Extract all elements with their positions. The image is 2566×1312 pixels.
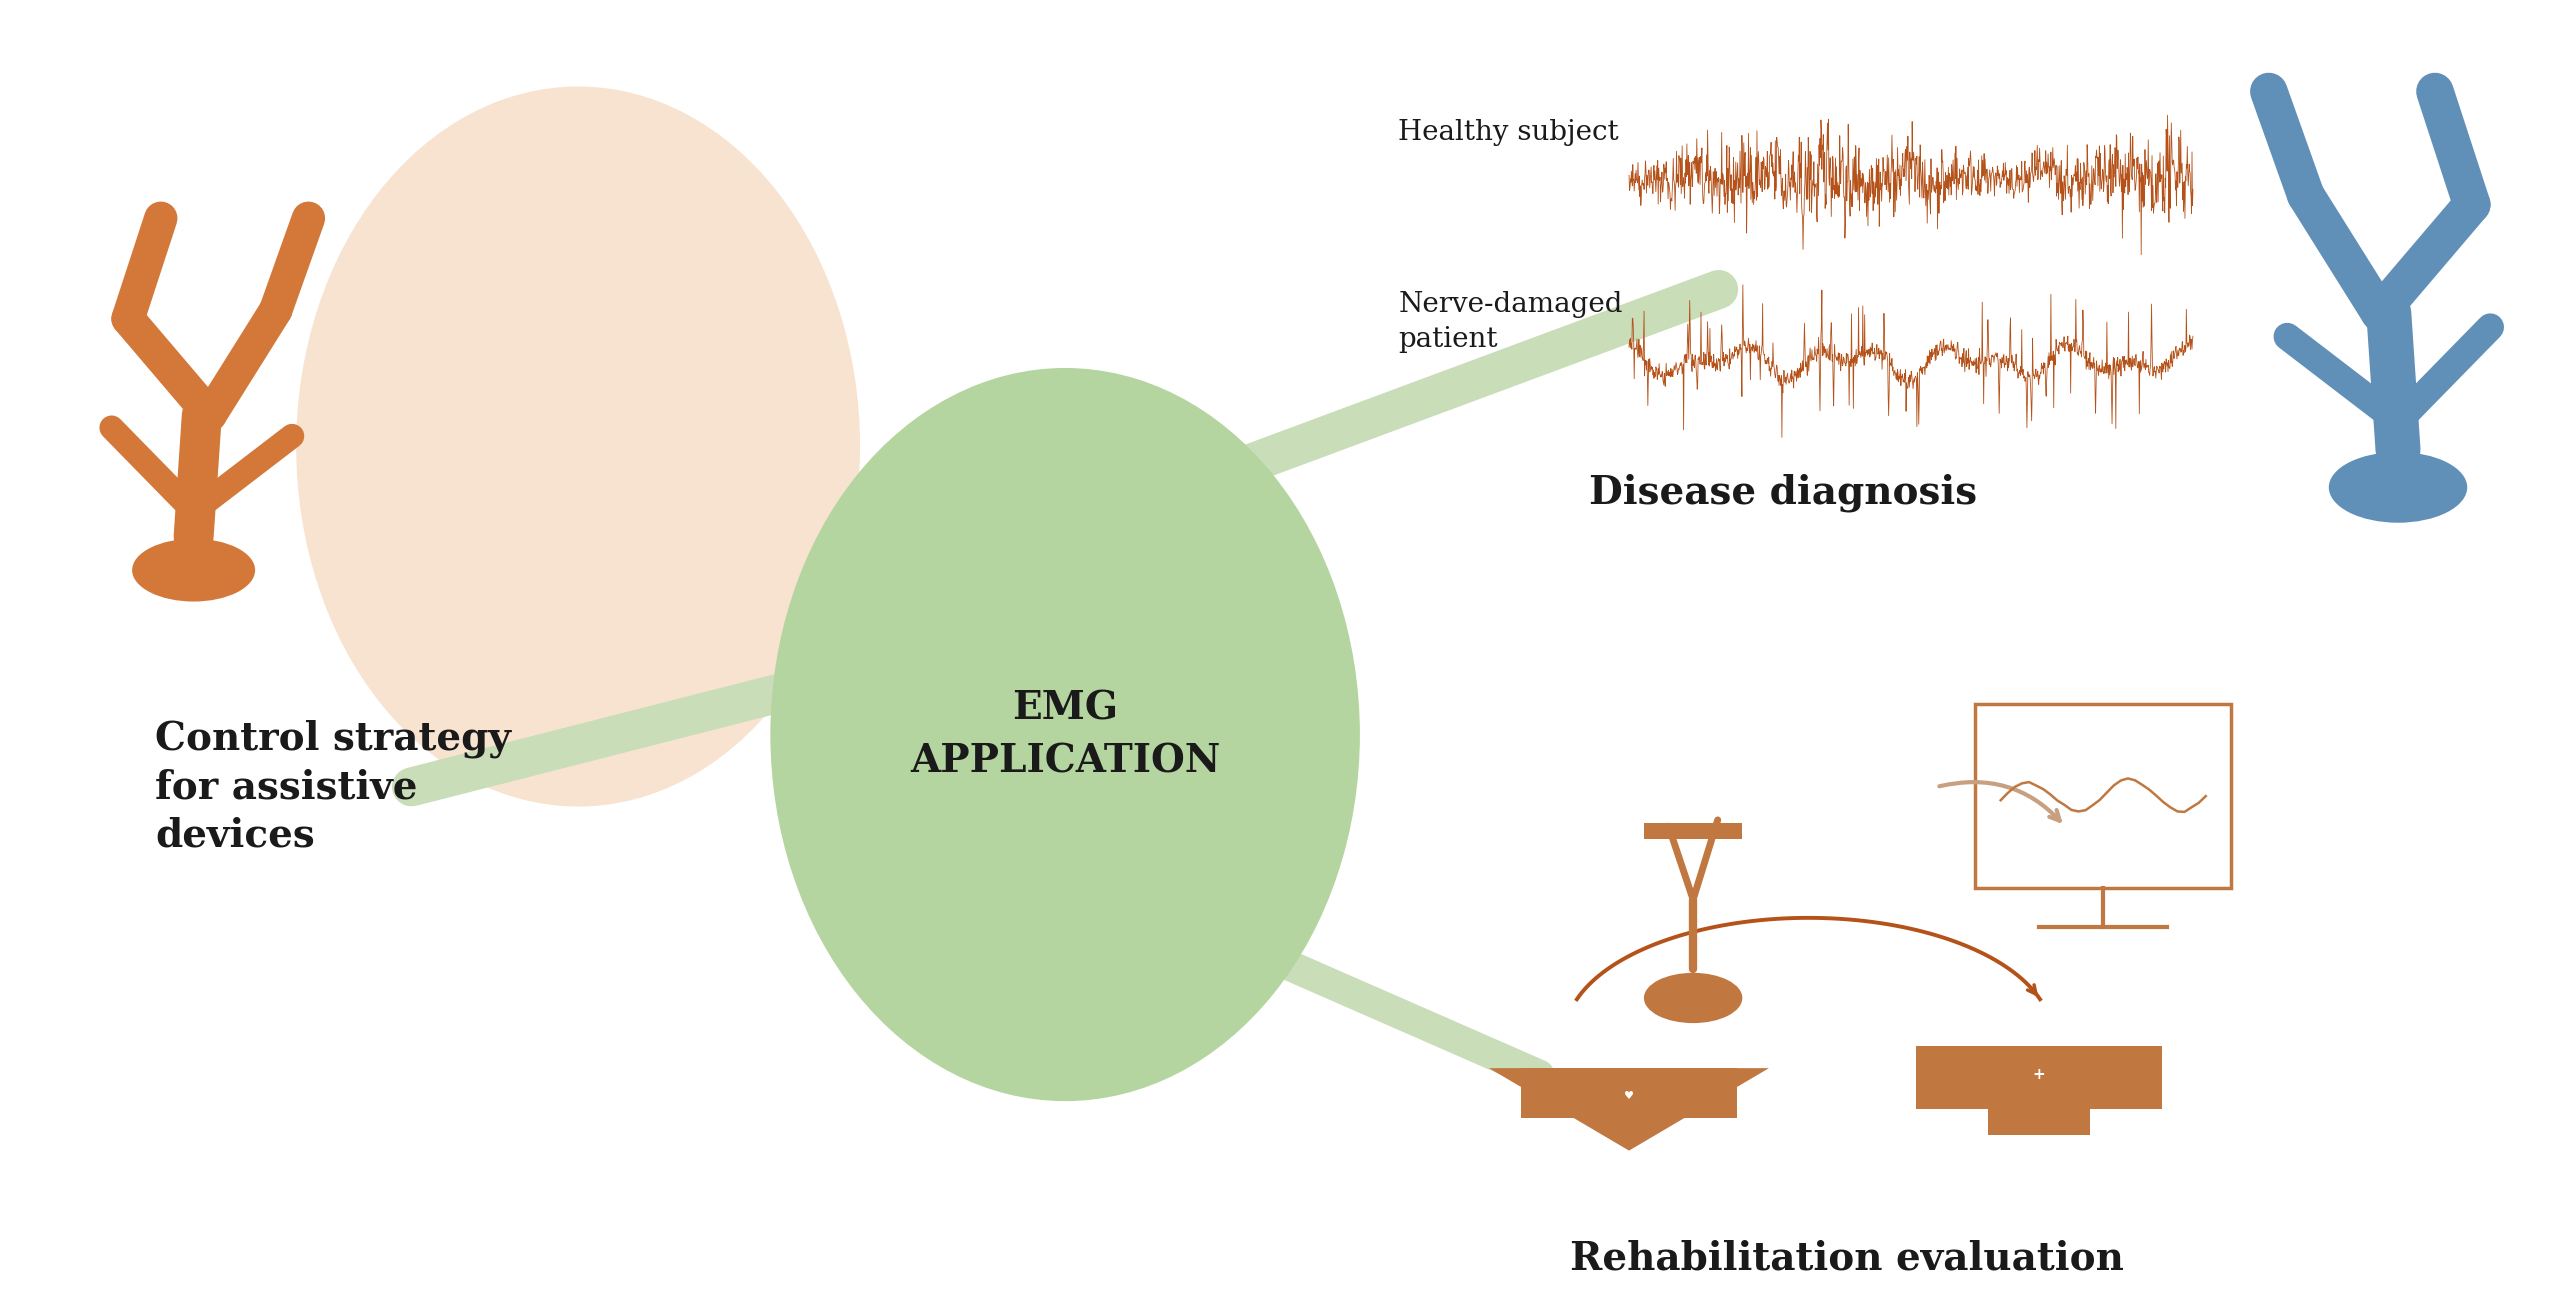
Text: ♥: ♥ (1624, 1090, 1635, 1101)
Circle shape (2330, 453, 2466, 522)
Polygon shape (1522, 1068, 1737, 1118)
Circle shape (131, 539, 254, 601)
Ellipse shape (770, 367, 1360, 1101)
Text: Healthy subject: Healthy subject (1398, 119, 1619, 146)
Text: +: + (2032, 1068, 2045, 1082)
Text: Control strategy
for assistive
devices: Control strategy for assistive devices (154, 719, 511, 854)
Circle shape (1645, 972, 1742, 1023)
Text: Nerve-damaged
patient: Nerve-damaged patient (1398, 291, 1622, 353)
Text: Rehabilitation evaluation: Rehabilitation evaluation (1570, 1240, 2125, 1278)
Ellipse shape (295, 87, 860, 807)
Polygon shape (1917, 1046, 2163, 1109)
Polygon shape (1488, 1068, 1768, 1151)
Polygon shape (1989, 1109, 2091, 1135)
Text: EMG
APPLICATION: EMG APPLICATION (911, 689, 1221, 781)
Bar (1645, 823, 1742, 840)
Text: Disease diagnosis: Disease diagnosis (1588, 474, 1976, 512)
